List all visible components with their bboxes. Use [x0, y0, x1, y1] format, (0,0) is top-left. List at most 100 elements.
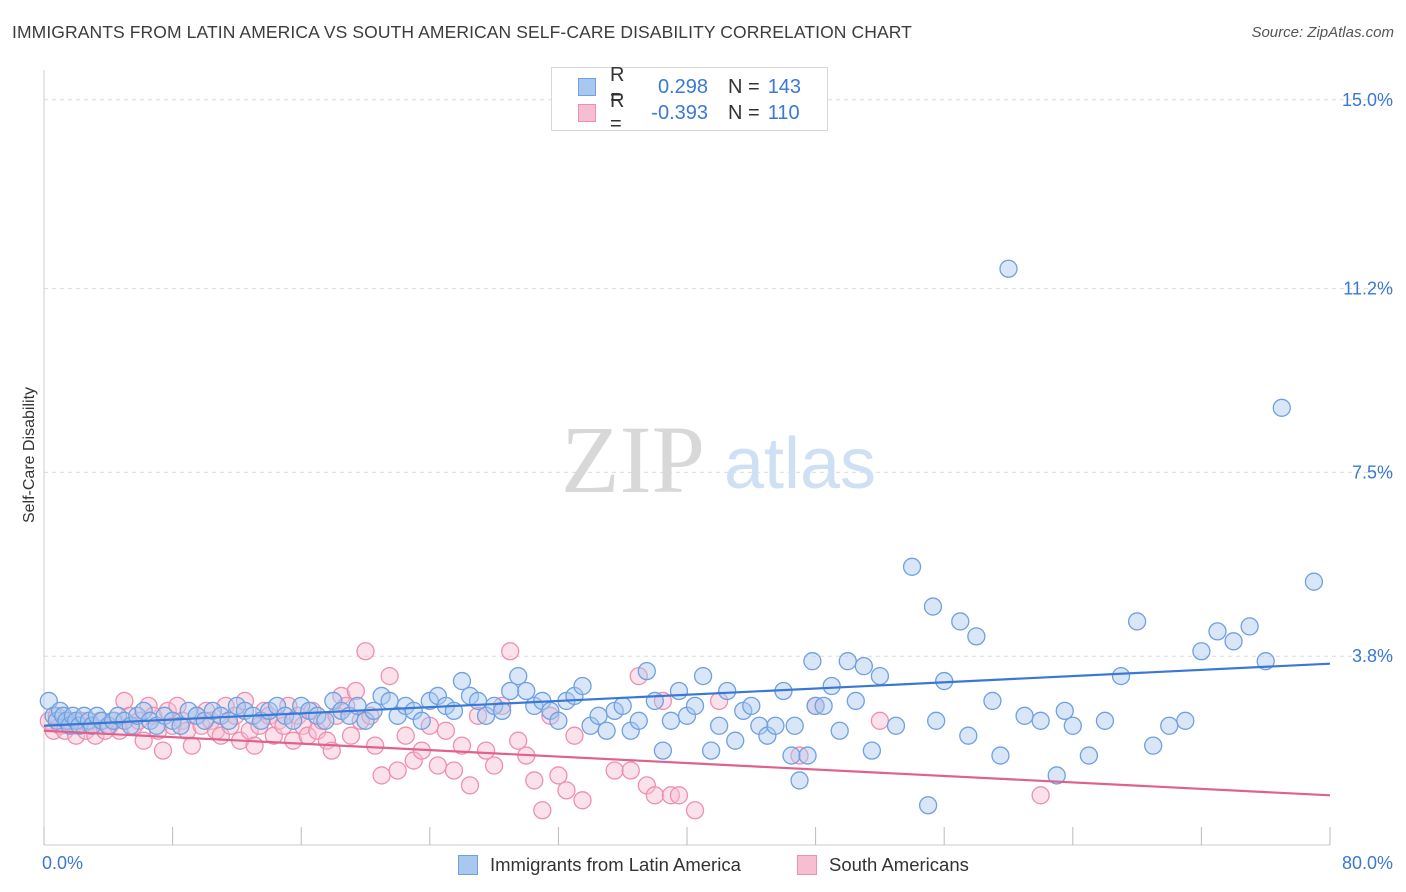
pink-point: [557, 781, 576, 800]
blue-point: [1095, 711, 1115, 730]
pink-point: [388, 761, 407, 780]
blue-point: [412, 711, 431, 730]
watermark-zip: ZIP: [561, 406, 705, 513]
blue-point: [653, 741, 673, 760]
blue-point: [726, 731, 745, 750]
blue-point: [718, 681, 737, 701]
blue-point: [923, 597, 943, 616]
pink-point: [605, 761, 624, 780]
blue-point: [501, 681, 520, 701]
blue-point: [967, 627, 986, 646]
legend-row-pink: R = -0.393 N = 110: [578, 90, 800, 135]
r-label: R =: [610, 90, 625, 135]
pink-point: [460, 776, 480, 795]
pink-point: [245, 736, 264, 755]
blue-point: [219, 711, 239, 730]
blue-point: [790, 771, 809, 790]
pink-point: [549, 766, 568, 785]
blue-point: [83, 716, 102, 735]
n-value-pink: 110: [767, 101, 800, 124]
pink-point: [182, 736, 202, 755]
blue-point: [862, 741, 882, 760]
pink-point: [396, 726, 415, 745]
blue-point: [854, 657, 873, 676]
pink-point: [284, 731, 303, 750]
blue-point: [782, 746, 801, 765]
blue-point: [669, 681, 689, 701]
blue-point: [1127, 612, 1147, 631]
blue-point: [316, 711, 335, 730]
blue-point: [1079, 746, 1099, 765]
x-tick-label-min: 0.0%: [42, 853, 83, 873]
blue-point: [492, 701, 512, 721]
pink-point: [153, 741, 173, 760]
blue-point: [597, 721, 616, 740]
blue-point: [959, 726, 978, 745]
blue-point: [846, 691, 865, 711]
pink-point: [356, 642, 375, 661]
blue-point: [1047, 766, 1066, 785]
blue-point: [284, 711, 303, 730]
blue-legend-swatch-icon: [458, 855, 478, 875]
blue-point: [1192, 642, 1211, 661]
pink-point: [669, 786, 689, 805]
y-tick-label: 11.2%: [1343, 279, 1393, 299]
blue-point: [1055, 701, 1074, 721]
blue-point: [685, 696, 705, 716]
axes: [43, 70, 1331, 846]
blue-point: [1063, 716, 1082, 735]
pink-trend-line: [43, 729, 1331, 797]
tick-labels: 3.8% 7.5% 11.2% 15.0% 0.0% 80.0%: [42, 90, 1393, 873]
blue-point: [742, 696, 761, 716]
blue-point: [1111, 666, 1131, 686]
blue-point: [549, 711, 568, 730]
pink-point: [428, 756, 447, 775]
gridlines: [44, 99, 1395, 657]
chart-title: IMMIGRANTS FROM LATIN AMERICA VS SOUTH A…: [12, 22, 912, 42]
pink-point: [341, 726, 361, 745]
x-tick-label-max: 80.0%: [1342, 853, 1393, 873]
y-tick-label: 7.5%: [1352, 462, 1393, 482]
pink-point: [372, 766, 391, 785]
blue-point: [1304, 572, 1324, 591]
blue-point: [452, 671, 472, 691]
blue-point: [870, 666, 890, 686]
pink-point: [346, 681, 366, 701]
pink-point: [380, 666, 399, 686]
blue-point: [573, 676, 592, 696]
pink-point: [533, 801, 552, 820]
pink-point: [452, 736, 472, 755]
blue-point: [134, 701, 153, 721]
legend-row-blue: R = 0.298 N = 143: [578, 64, 801, 109]
correlation-legend: R = 0.298 N = 143 R = -0.393 N = 110: [551, 64, 828, 135]
blue-point: [509, 666, 528, 686]
pink-point: [365, 736, 385, 755]
blue-point: [589, 706, 608, 725]
pink-point: [685, 801, 705, 820]
pink-point: [436, 721, 456, 740]
blue-point: [1144, 736, 1163, 755]
blue-point: [1240, 617, 1259, 636]
pink-point: [501, 642, 520, 661]
blue-point: [661, 711, 681, 730]
blue-point: [1015, 706, 1034, 725]
pink-point: [621, 761, 640, 780]
blue-point: [1176, 711, 1195, 730]
blue-point: [693, 666, 713, 686]
pink-point: [509, 731, 528, 750]
blue-point: [830, 721, 849, 740]
blue-point: [803, 652, 822, 671]
blue-point: [999, 259, 1018, 278]
blue-point: [1208, 622, 1227, 641]
blue-point: [766, 716, 785, 735]
pink-point: [525, 771, 544, 790]
legend-item-pink: South Americans: [797, 852, 969, 878]
trend-lines: [43, 662, 1331, 797]
blue-point: [629, 711, 648, 730]
pink-point: [1031, 786, 1050, 805]
pink-point: [484, 756, 504, 775]
pink-point: [645, 786, 664, 805]
blue-swatch-icon: [578, 78, 596, 96]
blue-point: [1256, 652, 1275, 671]
